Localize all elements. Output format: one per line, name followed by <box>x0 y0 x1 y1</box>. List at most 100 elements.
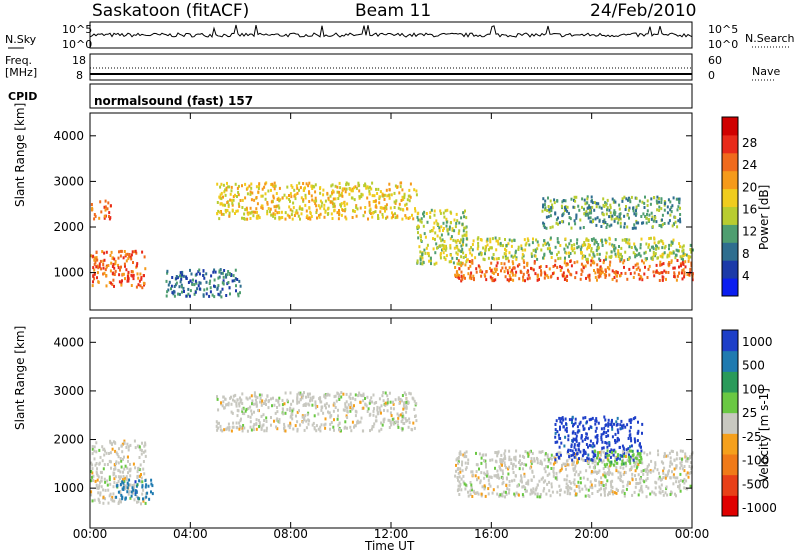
data-cell <box>564 250 567 254</box>
data-cell <box>281 403 284 407</box>
data-cell <box>560 204 563 208</box>
data-cell <box>344 190 347 194</box>
data-cell <box>621 450 624 454</box>
data-cell <box>617 249 620 253</box>
data-cell <box>661 223 664 227</box>
data-cell <box>512 278 515 282</box>
data-cell <box>496 492 499 496</box>
data-cell <box>138 479 141 483</box>
data-cell <box>550 457 553 461</box>
data-cell <box>100 210 103 214</box>
data-cell <box>641 200 644 204</box>
data-cell <box>291 409 294 413</box>
data-cell <box>567 463 570 467</box>
data-cell <box>108 459 111 463</box>
data-cell <box>566 474 569 478</box>
data-cell <box>579 470 582 474</box>
data-cell <box>582 226 585 229</box>
data-cell <box>597 462 599 466</box>
data-cell <box>573 460 575 464</box>
data-cell <box>457 457 460 461</box>
data-cell <box>249 206 252 210</box>
data-cell <box>522 272 525 276</box>
data-cell <box>628 459 631 463</box>
data-cell <box>621 426 624 430</box>
data-cell <box>93 449 96 453</box>
data-cell <box>413 407 416 411</box>
data-cell <box>215 424 218 428</box>
data-cell <box>357 181 360 185</box>
data-cell <box>250 182 253 186</box>
data-cell <box>480 492 483 496</box>
data-cell <box>93 258 96 262</box>
data-cell <box>523 462 526 466</box>
data-cell <box>556 265 559 269</box>
data-cell <box>573 452 575 455</box>
data-cell <box>647 463 650 467</box>
data-cell <box>219 428 222 432</box>
data-cell <box>604 424 607 427</box>
data-cell <box>326 393 329 397</box>
data-cell <box>570 445 573 448</box>
data-cell <box>461 234 464 238</box>
data-cell <box>673 458 676 462</box>
data-cell <box>650 217 653 221</box>
data-cell <box>98 216 101 220</box>
data-cell <box>581 487 584 491</box>
data-cell <box>357 394 359 398</box>
data-cell <box>618 257 621 260</box>
data-cell <box>134 493 137 496</box>
data-cell <box>386 394 389 398</box>
data-cell <box>270 200 273 204</box>
data-cell <box>368 192 371 196</box>
data-cell <box>646 465 649 469</box>
data-cell <box>324 422 327 426</box>
data-cell <box>653 241 656 245</box>
data-cell <box>548 208 551 212</box>
data-cell <box>679 245 681 249</box>
data-cell <box>669 493 672 496</box>
data-cell <box>264 192 267 196</box>
data-cell <box>127 455 129 459</box>
data-cell <box>106 463 109 466</box>
data-cell <box>564 417 567 421</box>
data-cell <box>250 428 253 432</box>
data-cell <box>574 432 577 436</box>
data-cell <box>123 439 126 443</box>
data-cell <box>637 482 640 485</box>
data-cell <box>144 267 147 271</box>
data-cell <box>518 277 521 281</box>
data-cell <box>548 247 551 251</box>
data-cell <box>673 467 676 471</box>
data-cell <box>96 264 99 268</box>
data-cell <box>542 480 545 484</box>
data-cell <box>511 260 514 264</box>
data-cell <box>351 216 354 219</box>
data-cell <box>444 257 447 261</box>
data-cell <box>648 243 650 247</box>
data-cell <box>677 480 680 484</box>
data-cell <box>98 499 101 503</box>
data-cell <box>580 262 583 266</box>
data-cell <box>367 217 369 221</box>
data-cell <box>241 206 244 209</box>
data-cell <box>563 247 566 251</box>
data-cell <box>504 457 507 461</box>
data-cell <box>238 421 241 425</box>
data-cell <box>500 262 503 265</box>
data-cell <box>456 476 459 479</box>
data-cell <box>259 400 261 404</box>
data-cell <box>627 447 630 451</box>
data-cell <box>641 431 643 435</box>
data-cell <box>108 211 111 215</box>
data-cell <box>475 470 478 474</box>
data-cell <box>179 271 182 275</box>
data-cell <box>656 256 659 260</box>
data-cell <box>105 250 108 254</box>
data-cell <box>524 243 527 247</box>
data-cell <box>127 492 130 496</box>
data-cell <box>497 242 500 246</box>
data-cell <box>133 250 136 254</box>
data-cell <box>595 419 598 423</box>
data-cell <box>127 483 130 487</box>
